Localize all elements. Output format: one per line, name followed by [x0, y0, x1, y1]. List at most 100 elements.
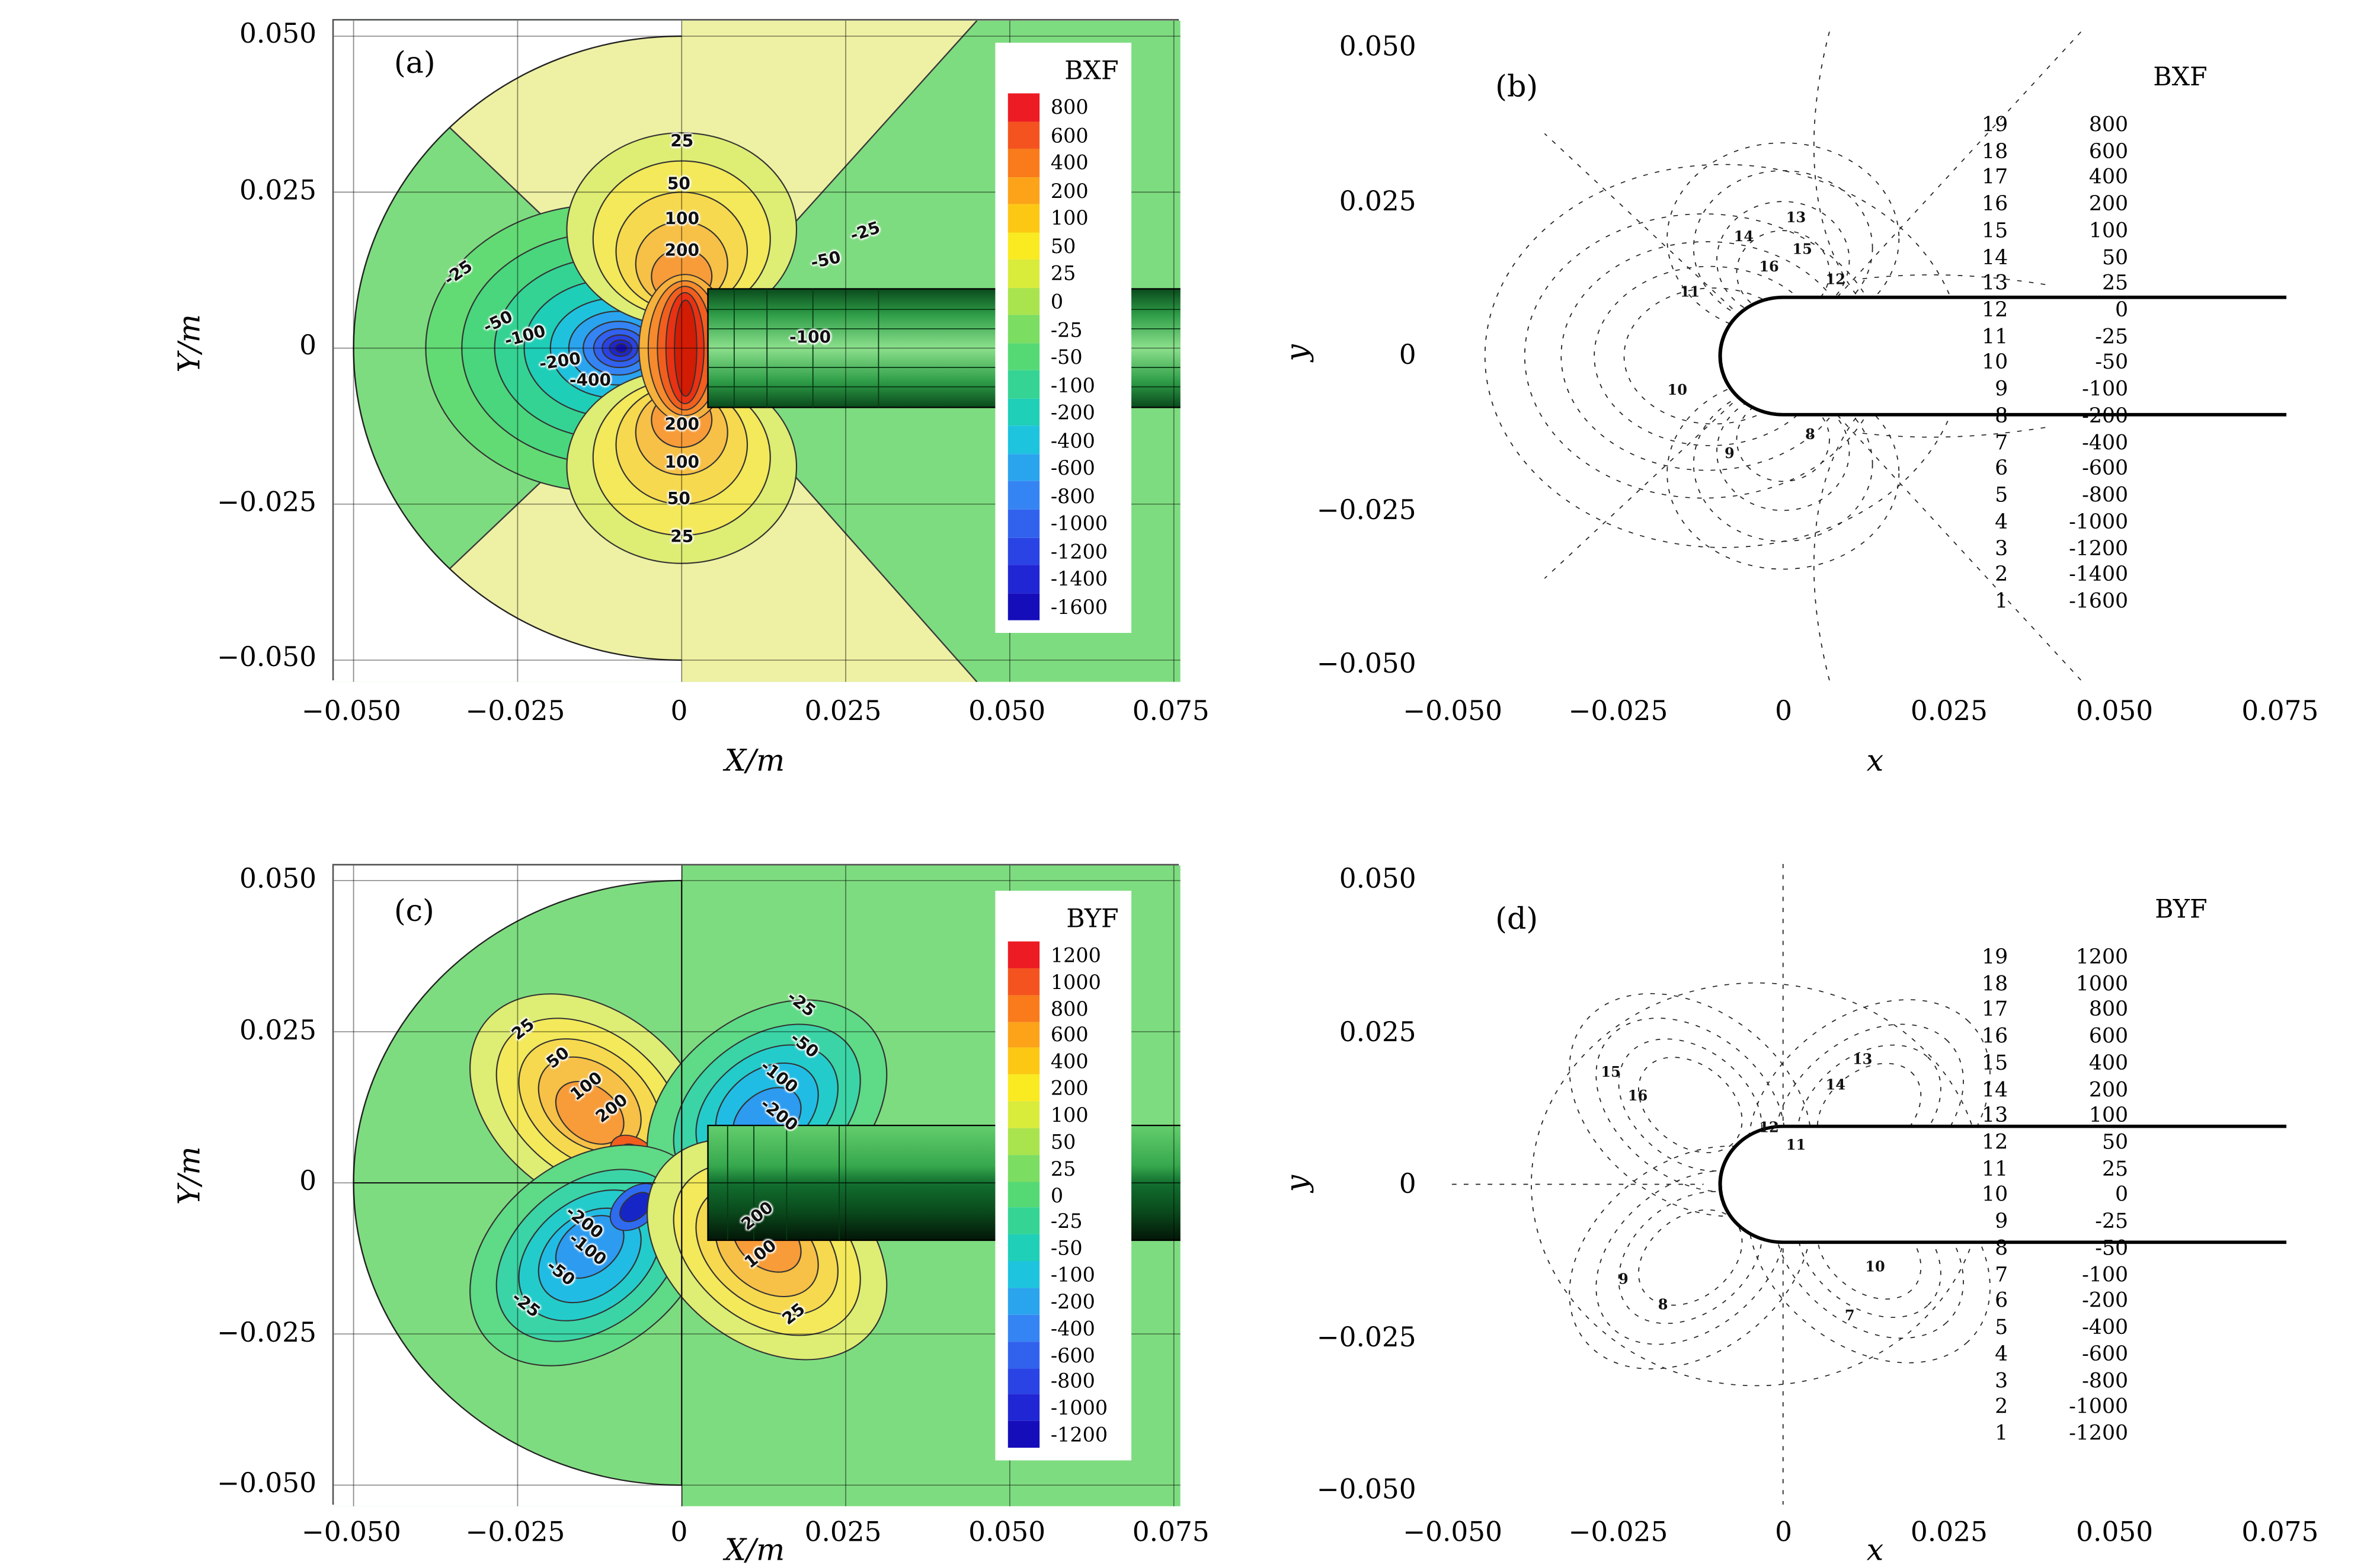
legend-entry: 2 -1400 [1967, 564, 2220, 587]
colorbar-value: -400 [1050, 428, 1095, 452]
legend-value: -400 [2082, 431, 2129, 455]
colorbar-swatch [1007, 537, 1040, 565]
colorbar-swatch [1007, 343, 1040, 371]
legend-level: 13 [1982, 273, 2008, 297]
legend-value: -200 [2082, 1289, 2129, 1314]
contour-level-number: 12 [1825, 273, 1845, 289]
colorbar-value: -25 [1050, 317, 1083, 341]
legend-entry: 19 800 [1967, 114, 2220, 137]
colorbar-swatch [1007, 454, 1040, 482]
colorbar-swatch [1007, 593, 1040, 620]
colorbar-value: 25 [1050, 1156, 1076, 1180]
contour-level-number: 7 [1844, 1309, 1855, 1326]
panel-c-xlabel: X/m [724, 1533, 785, 1568]
colorbar-value: -800 [1050, 484, 1095, 508]
panel-a-yticks: 0.050 0.025 0 −0.025 −0.050 [216, 19, 316, 674]
legend-value: -50 [2095, 1237, 2129, 1261]
colorbar-value: -50 [1050, 1236, 1083, 1260]
legend-entry: 11 25 [1967, 1158, 2220, 1182]
colorbar-value: 0 [1050, 1182, 1064, 1207]
colorbar-entry: 25 [1007, 260, 1119, 288]
contour-level-number: 15 [1601, 1065, 1621, 1081]
colorbar-entry: -200 [1007, 398, 1119, 427]
colorbar-entry: 200 [1007, 176, 1119, 204]
contour-label: -400 [569, 371, 611, 391]
contour-label: 200 [664, 415, 700, 435]
colorbar-value: 100 [1050, 206, 1089, 231]
colorbar-entry: -400 [1007, 1314, 1119, 1342]
colorbar-value: 25 [1050, 261, 1076, 286]
legend-level: 10 [1982, 351, 2008, 376]
colorbar-swatch [1007, 1128, 1040, 1155]
colorbar-entry: 200 [1007, 1074, 1119, 1102]
contour-label: 25 [670, 528, 694, 548]
panel-c-colorbar-title: BYF [1066, 903, 1119, 934]
contour-label: 25 [670, 132, 694, 152]
colorbar-swatch [1007, 509, 1040, 537]
panel-b-legend: BXF 19 800 18 600 17 400 16 200 15 100 [1967, 57, 2220, 614]
legend-level: 16 [1982, 1025, 2008, 1049]
colorbar-value: 600 [1050, 1023, 1089, 1047]
legend-level: 16 [1982, 193, 2008, 217]
contour-label: -100 [789, 328, 831, 348]
legend-entry: 7 -400 [1967, 431, 2220, 455]
colorbar-value: -600 [1050, 1342, 1095, 1367]
colorbar-entry: 0 [1007, 1181, 1119, 1208]
legend-level: 1 [1995, 590, 2008, 614]
colorbar-entry: -100 [1007, 1261, 1119, 1288]
legend-value: -100 [2082, 378, 2129, 402]
legend-level: 11 [1982, 325, 2008, 350]
legend-level: 18 [1982, 140, 2008, 164]
legend-value: -100 [2082, 1263, 2129, 1288]
colorbar-value: 400 [1050, 151, 1089, 175]
colorbar-swatch [1007, 1181, 1040, 1208]
legend-entry: 18 600 [1967, 140, 2220, 164]
legend-level: 12 [1982, 299, 2008, 323]
legend-value: -400 [2082, 1316, 2129, 1340]
positive-lobes [566, 132, 798, 564]
colorbar-value: -800 [1050, 1369, 1095, 1393]
legend-value: 100 [2088, 219, 2129, 244]
colorbar-entry: -400 [1007, 426, 1119, 455]
panel-b-xlabel: x [1866, 743, 1884, 779]
legend-level: 10 [1982, 1184, 2008, 1208]
colorbar-value: 100 [1050, 1102, 1089, 1127]
domain-boundary-arc [353, 879, 682, 1486]
colorbar-swatch [1007, 1341, 1040, 1368]
colorbar-swatch [1007, 1368, 1040, 1395]
legend-entry: 1 -1200 [1967, 1422, 2220, 1446]
colorbar-swatch [1007, 1074, 1040, 1102]
colorbar-entry: 800 [1007, 994, 1119, 1022]
colorbar-swatch [1007, 370, 1040, 399]
legend-entry: 4 -1000 [1967, 511, 2220, 535]
panel-a-xlabel: X/m [724, 743, 785, 779]
colorbar-entry: -1000 [1007, 1394, 1119, 1422]
colorbar-swatch [1007, 941, 1040, 968]
colorbar-swatch [1007, 121, 1040, 149]
contour-level-number: 14 [1825, 1078, 1845, 1095]
legend-level: 14 [1982, 1078, 2008, 1102]
legend-level: 17 [1982, 167, 2008, 191]
legend-entry: 12 50 [1967, 1131, 2220, 1155]
colorbar-entry: -200 [1007, 1288, 1119, 1315]
legend-value: 400 [2088, 1052, 2129, 1076]
legend-entry: 6 -200 [1967, 1290, 2220, 1314]
colorbar-value: -200 [1050, 1289, 1095, 1313]
colorbar-value: 200 [1050, 1076, 1089, 1100]
colorbar-entry: -800 [1007, 1368, 1119, 1395]
colorbar-swatch [1007, 260, 1040, 288]
legend-value: 1200 [2075, 946, 2129, 970]
legend-value: 100 [2088, 1105, 2129, 1129]
colorbar-entry: 50 [1007, 1128, 1119, 1155]
legend-entry: 9 -100 [1967, 379, 2220, 402]
legend-value: -1000 [2069, 510, 2129, 535]
colorbar-value: 600 [1050, 123, 1089, 147]
contour-label: 50 [667, 175, 690, 194]
legend-entry: 9 -25 [1967, 1211, 2220, 1234]
legend-entry: 13 25 [1967, 273, 2220, 296]
legend-value: 800 [2088, 114, 2129, 138]
domain-boundary-arc [353, 35, 682, 661]
colorbar-value: 50 [1050, 233, 1076, 258]
colorbar-value: 200 [1050, 178, 1089, 203]
legend-value: 25 [2101, 1157, 2129, 1182]
